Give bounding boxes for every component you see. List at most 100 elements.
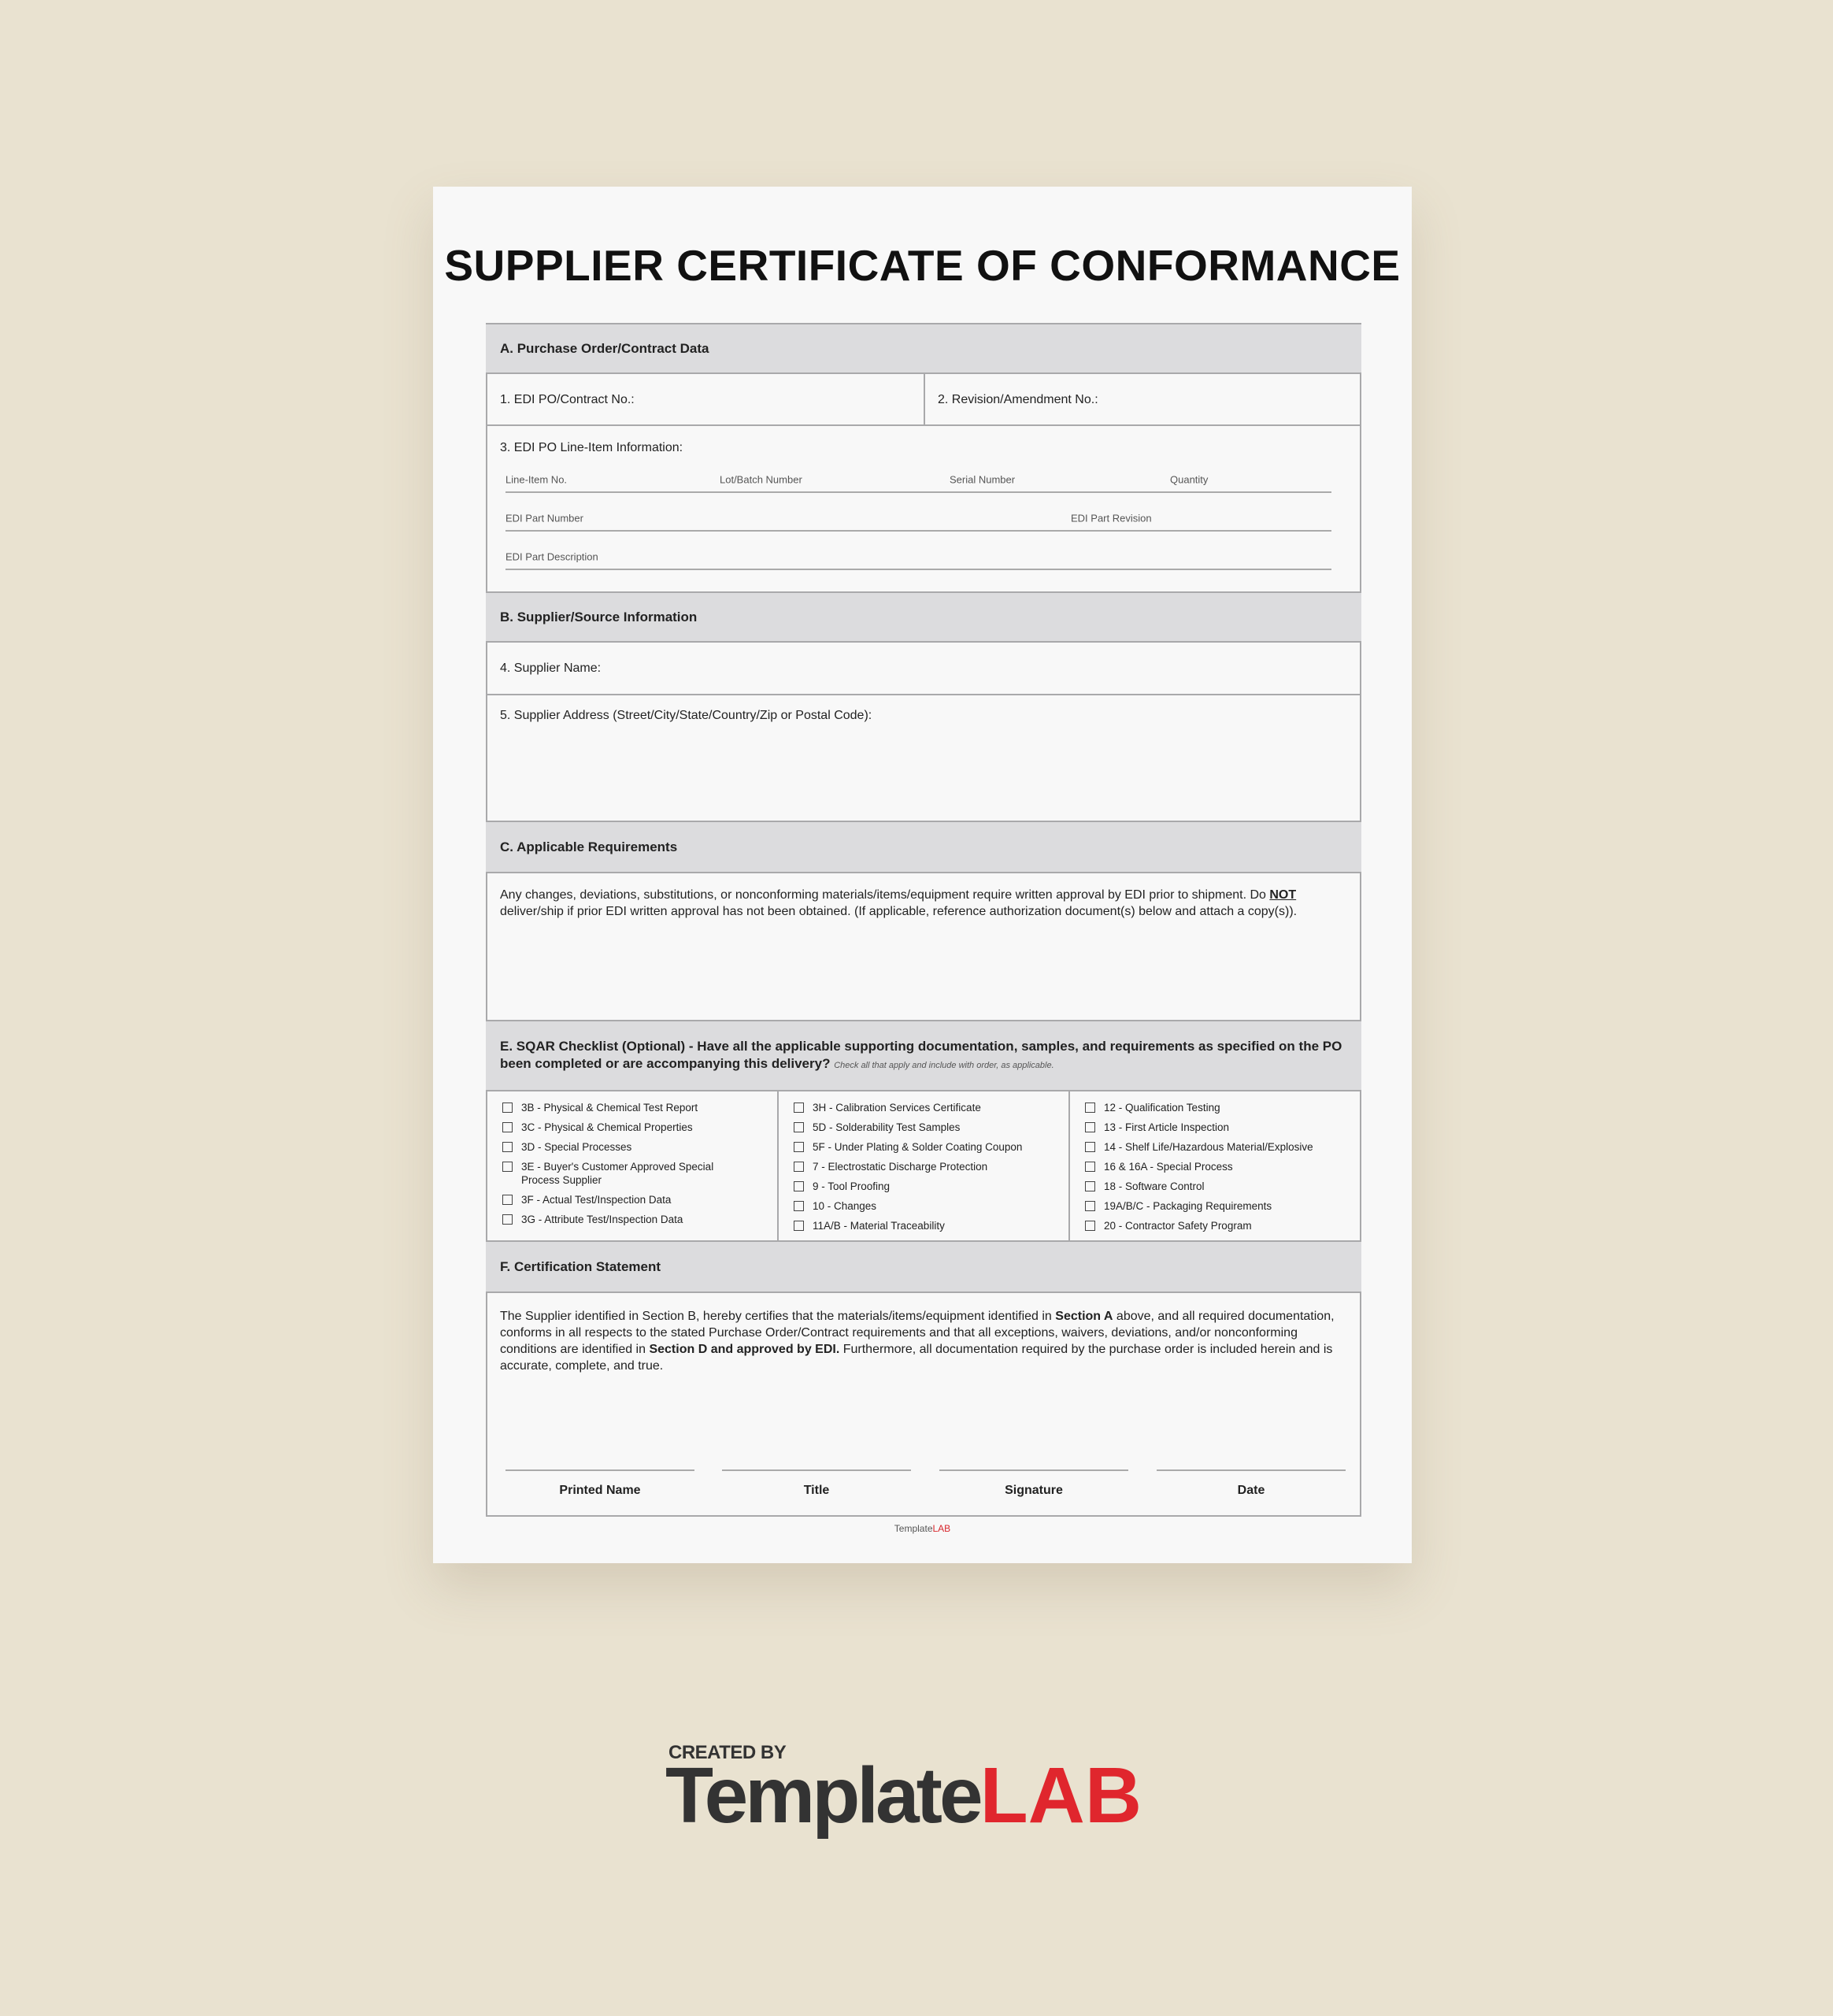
signature-label: Title [803, 1484, 830, 1497]
checklist-item: 3F - Actual Test/Inspection Data [502, 1193, 715, 1206]
checkbox [1085, 1201, 1095, 1211]
field-label: 5. Supplier Address (Street/City/State/C… [500, 709, 872, 722]
checkbox [794, 1102, 804, 1113]
checklist-text: 10 - Changes [813, 1200, 877, 1212]
checklist-item: 3B - Physical & Chemical Test Report [502, 1101, 715, 1114]
checklist-text: 19A/B/C - Packaging Requirements [1104, 1200, 1272, 1212]
section-header: B. Supplier/Source Information [486, 591, 1361, 643]
checklist-item: 9 - Tool Proofing [794, 1180, 1057, 1193]
title: SUPPLIER CERTIFICATE OF CONFORMANCE [444, 241, 1401, 290]
field-label: 3. EDI PO Line-Item Information: [500, 441, 683, 454]
footer-brand: TemplateLAB [433, 1523, 1412, 1534]
checkbox [502, 1142, 513, 1152]
paper [433, 187, 1412, 1563]
text: The Supplier identified in Section B, he… [500, 1310, 1056, 1323]
subfield-label: Serial Number [950, 473, 1016, 486]
note: Check all that apply and include with or… [834, 1060, 1054, 1070]
checkbox [1085, 1102, 1095, 1113]
signature-line [505, 1469, 694, 1471]
subfield-label: EDI Part Revision [1071, 512, 1152, 524]
subfield-label: Lot/Batch Number [720, 473, 802, 486]
section-header-text: B. Supplier/Source Information [500, 609, 698, 624]
underline [505, 491, 1331, 493]
checklist-column: 3H - Calibration Services Certificate 5D … [794, 1101, 1057, 1239]
text: Furthermore, all documentation required … [500, 1343, 1333, 1373]
section-header-text: E. SQAR Checklist (Optional) - Have all … [500, 1038, 1350, 1074]
checklist-text: 5D - Solderability Test Samples [813, 1121, 961, 1133]
divider [924, 374, 925, 425]
checklist-item: 3H - Calibration Services Certificate [794, 1101, 1057, 1114]
text: deliver/ship if prior EDI written approv… [500, 905, 1298, 918]
row-divider [486, 694, 1361, 695]
header-text: E. SQAR Checklist (Optional) - Have all … [500, 1038, 1342, 1071]
checklist-item: 13 - First Article Inspection [1085, 1121, 1349, 1134]
brand-text: Template [894, 1523, 933, 1534]
checkbox [794, 1142, 804, 1152]
checklist-text: 3D - Special Processes [521, 1141, 632, 1153]
checklist-text: 9 - Tool Proofing [813, 1180, 891, 1192]
signature-label: Date [1237, 1484, 1265, 1497]
checklist-text: 20 - Contractor Safety Program [1104, 1220, 1252, 1232]
emphasis: Section D and approved by EDI. [649, 1343, 840, 1356]
checklist-item: 5F - Under Plating & Solder Coating Coup… [794, 1140, 1057, 1154]
checklist-item: 10 - Changes [794, 1199, 1057, 1213]
checklist-text: 13 - First Article Inspection [1104, 1121, 1230, 1133]
field-label: 4. Supplier Name: [500, 662, 602, 675]
checkbox [1085, 1181, 1095, 1191]
subfield-label: Line-Item No. [505, 473, 568, 486]
checklist-text: 3H - Calibration Services Certificate [813, 1102, 981, 1114]
emphasis: Section A [1055, 1310, 1113, 1323]
checkbox [502, 1162, 513, 1172]
checklist-item: 12 - Qualification Testing [1085, 1101, 1349, 1114]
underline [505, 530, 1331, 532]
signature-line [1157, 1469, 1346, 1471]
checklist-text: 18 - Software Control [1104, 1180, 1205, 1192]
checkbox [502, 1195, 513, 1205]
checklist-item: 16 & 16A - Special Process [1085, 1160, 1349, 1173]
divider [1068, 1091, 1070, 1240]
checkbox [794, 1181, 804, 1191]
checklist-item: 3G - Attribute Test/Inspection Data [502, 1213, 715, 1226]
checkbox [794, 1122, 804, 1132]
divider [777, 1091, 779, 1240]
checkbox [1085, 1221, 1095, 1231]
checklist-text: 11A/B - Material Traceability [813, 1220, 945, 1232]
checkbox [1085, 1162, 1095, 1172]
checklist-text: 12 - Qualification Testing [1104, 1102, 1220, 1114]
subfield-label: EDI Part Number [505, 512, 583, 524]
text: above, and all required documentation, c… [500, 1310, 1335, 1356]
checklist-item: 3D - Special Processes [502, 1140, 715, 1154]
text: Any changes, deviations, substitutions, … [500, 888, 1270, 902]
signature-label: Signature [1005, 1484, 1063, 1497]
paragraph: The Supplier identified in Section B, he… [500, 1308, 1350, 1374]
checklist-text: 3E - Buyer's Customer Approved Special P… [521, 1161, 714, 1186]
checklist-text: 14 - Shelf Life/Hazardous Material/Explo… [1104, 1141, 1313, 1153]
field-label: 2. Revision/Amendment No.: [938, 393, 1098, 406]
section-header: C. Applicable Requirements [486, 821, 1361, 873]
checklist-text: 7 - Electrostatic Discharge Protection [813, 1161, 988, 1173]
subfield-label: Quantity [1170, 473, 1209, 486]
logo: TemplateLAB [665, 1752, 1142, 1839]
checklist-item: 7 - Electrostatic Discharge Protection [794, 1160, 1057, 1173]
checklist-text: 3B - Physical & Chemical Test Report [521, 1102, 698, 1114]
checklist-item: 3C - Physical & Chemical Properties [502, 1121, 715, 1134]
checklist-text: 3G - Attribute Test/Inspection Data [521, 1214, 683, 1225]
checkbox [794, 1221, 804, 1231]
signature-line [722, 1469, 911, 1471]
checklist-text: 3F - Actual Test/Inspection Data [521, 1194, 672, 1206]
checkbox [1085, 1122, 1095, 1132]
section-header-text: A. Purchase Order/Contract Data [500, 340, 709, 356]
section-header: A. Purchase Order/Contract Data [486, 323, 1361, 374]
logo-text: LAB [979, 1751, 1142, 1840]
checkbox [1085, 1142, 1095, 1152]
checklist-text: 5F - Under Plating & Solder Coating Coup… [813, 1141, 1023, 1153]
checklist-item: 14 - Shelf Life/Hazardous Material/Explo… [1085, 1140, 1349, 1154]
checklist-column: 3B - Physical & Chemical Test Report 3C -… [502, 1101, 715, 1232]
signature-label: Printed Name [559, 1484, 641, 1497]
section-header-text: C. Applicable Requirements [500, 839, 678, 854]
checklist-item: 5D - Solderability Test Samples [794, 1121, 1057, 1134]
checkbox [502, 1214, 513, 1225]
logo-caption: CREATED BY [668, 1742, 787, 1763]
checkbox [502, 1102, 513, 1113]
emphasis: NOT [1269, 888, 1297, 902]
